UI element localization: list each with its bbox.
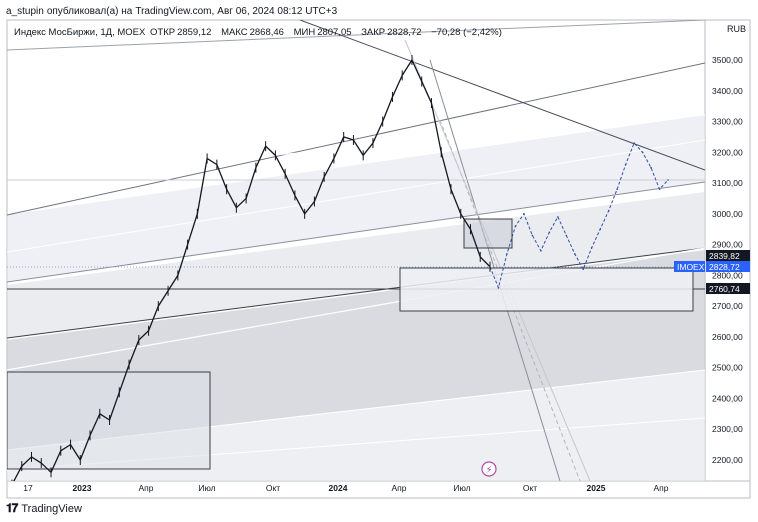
price-label-text: 2828,72 xyxy=(709,262,740,272)
y-tick-label: 3400,00 xyxy=(712,86,743,96)
forecast-point xyxy=(557,216,559,218)
change-value: −70,28 (−2,42%) xyxy=(431,27,502,38)
open-label: ОТКР xyxy=(150,27,176,38)
y-tick-label: 3300,00 xyxy=(712,117,743,127)
publish-header: a_stupin опубликовал(а) на TradingView.com… xyxy=(6,6,340,17)
publish-datetime: Авг 06, 2024 08:12 UTC+3 xyxy=(217,6,338,17)
x-tick-label: Июл xyxy=(453,483,470,493)
low-label: МИН xyxy=(293,27,316,38)
price-labels: 2839,82 IMOEX 2828,72 2760,74 xyxy=(674,250,750,294)
tv-logo-icon: 𝟏𝟕 xyxy=(6,501,18,515)
x-tick-label: 2024 xyxy=(329,483,348,493)
forecast-point xyxy=(506,253,508,255)
drawings xyxy=(7,20,705,481)
x-tick-label: 17 xyxy=(23,483,33,493)
currency-label[interactable]: RUB xyxy=(726,24,746,34)
forecast-point xyxy=(599,228,601,231)
price-points xyxy=(11,55,491,481)
channel-line-3 xyxy=(7,247,705,339)
price-label-text: 2760,74 xyxy=(709,284,740,294)
tradingview-logo[interactable]: 𝟏𝟕 TradingView xyxy=(6,501,82,516)
x-tick-label: Июл xyxy=(198,483,215,493)
high-label: МАКС xyxy=(221,27,248,38)
legend-title[interactable]: Индекс МосБиржи, 1Д, MOEX xyxy=(14,27,146,38)
forecast-point xyxy=(514,225,517,227)
y-tick-label: 2800,00 xyxy=(712,270,743,280)
y-tick-label: 2600,00 xyxy=(712,332,743,342)
x-tick-label: Апр xyxy=(392,483,407,493)
y-tick-label: 3200,00 xyxy=(712,147,743,157)
close-value: 2828,72 xyxy=(387,27,422,38)
x-tick-label: Окт xyxy=(523,483,537,493)
open-value: 2859,12 xyxy=(177,27,212,38)
channel-line-1 xyxy=(7,62,705,216)
forecast-point xyxy=(565,234,568,237)
close-label: ЗАКР xyxy=(361,27,386,38)
forecast-point xyxy=(573,253,576,255)
x-tick-label: Апр xyxy=(654,483,669,493)
channel-line-2 xyxy=(7,181,705,283)
x-tick-label: 2025 xyxy=(587,483,606,493)
forecast-point xyxy=(497,286,500,289)
forecast-point xyxy=(540,249,542,252)
price-label-box xyxy=(674,261,705,272)
forecast-point xyxy=(616,188,618,191)
forecast-point xyxy=(667,179,669,181)
lightning-icon: ⚡ xyxy=(485,465,492,476)
forecast-point xyxy=(523,213,525,215)
y-tick-label: 2200,00 xyxy=(712,455,743,465)
forecast-point xyxy=(650,166,652,169)
high-value: 2868,46 xyxy=(249,27,284,38)
price-label-box xyxy=(706,261,750,272)
y-tick-label: 2300,00 xyxy=(712,424,743,434)
x-tick-label: 2023 xyxy=(73,483,92,493)
site-name[interactable]: TradingView.com, xyxy=(135,6,215,17)
x-tick-label: Апр xyxy=(139,483,154,493)
price-label-text: IMOEX xyxy=(677,262,705,272)
y-tick-label: 2900,00 xyxy=(712,240,743,250)
price-series-line xyxy=(13,59,491,481)
forecast-point xyxy=(624,163,627,166)
forecast-point xyxy=(531,234,534,237)
published-text: опубликовал(а) на xyxy=(46,6,133,17)
channel-line-8 xyxy=(7,139,705,253)
forecast-point xyxy=(548,231,551,234)
trendline-steep-3 xyxy=(404,39,591,481)
y-tick-label: 3500,00 xyxy=(712,55,743,65)
y-tick-label: 3100,00 xyxy=(712,178,743,188)
y-tick-label: 3000,00 xyxy=(712,209,743,219)
y-tick-label: 2400,00 xyxy=(712,393,743,403)
forecast-point xyxy=(489,265,491,268)
brand-name: TradingView xyxy=(21,502,82,515)
channel-line-7 xyxy=(7,114,705,181)
forecast-point xyxy=(607,209,610,212)
trendline-resistance xyxy=(299,20,705,171)
forecast-series-line xyxy=(489,142,669,290)
forecast-point xyxy=(658,188,661,191)
forecast-point xyxy=(641,151,644,154)
forecast-point xyxy=(633,142,635,144)
time-axis[interactable]: 17 2023 Апр Июл Окт 2024 Апр Июл Окт 2025 Апр xyxy=(23,483,669,493)
author-name[interactable]: a_stupin xyxy=(6,6,44,17)
forecast-point xyxy=(582,268,585,271)
channel-band-mid xyxy=(7,192,705,338)
price-label-box xyxy=(706,250,750,261)
price-label-box xyxy=(706,283,750,294)
price-axis[interactable]: 3500,00 3400,00 3300,00 3200,00 3100,00 3000,… xyxy=(712,55,743,465)
zone-rectangle-small xyxy=(463,218,513,249)
zone-rectangle-target xyxy=(399,267,694,312)
event-marker[interactable]: ⚡ xyxy=(481,461,497,477)
y-tick-label: 2500,00 xyxy=(712,363,743,373)
forecast-point xyxy=(590,246,593,249)
x-tick-label: Окт xyxy=(266,483,280,493)
channel-band-top xyxy=(7,115,705,282)
forecast-points xyxy=(489,142,669,289)
channel-line-9 xyxy=(7,20,705,51)
y-tick-label: 2700,00 xyxy=(712,301,743,311)
chart-legend: Индекс МосБиржи, 1Д, MOEX ОТКР 2859,12 МА… xyxy=(14,27,502,38)
price-label-text: 2839,82 xyxy=(709,251,740,261)
low-value: 2807,05 xyxy=(317,27,352,38)
zone-rectangle-2023 xyxy=(7,371,211,470)
